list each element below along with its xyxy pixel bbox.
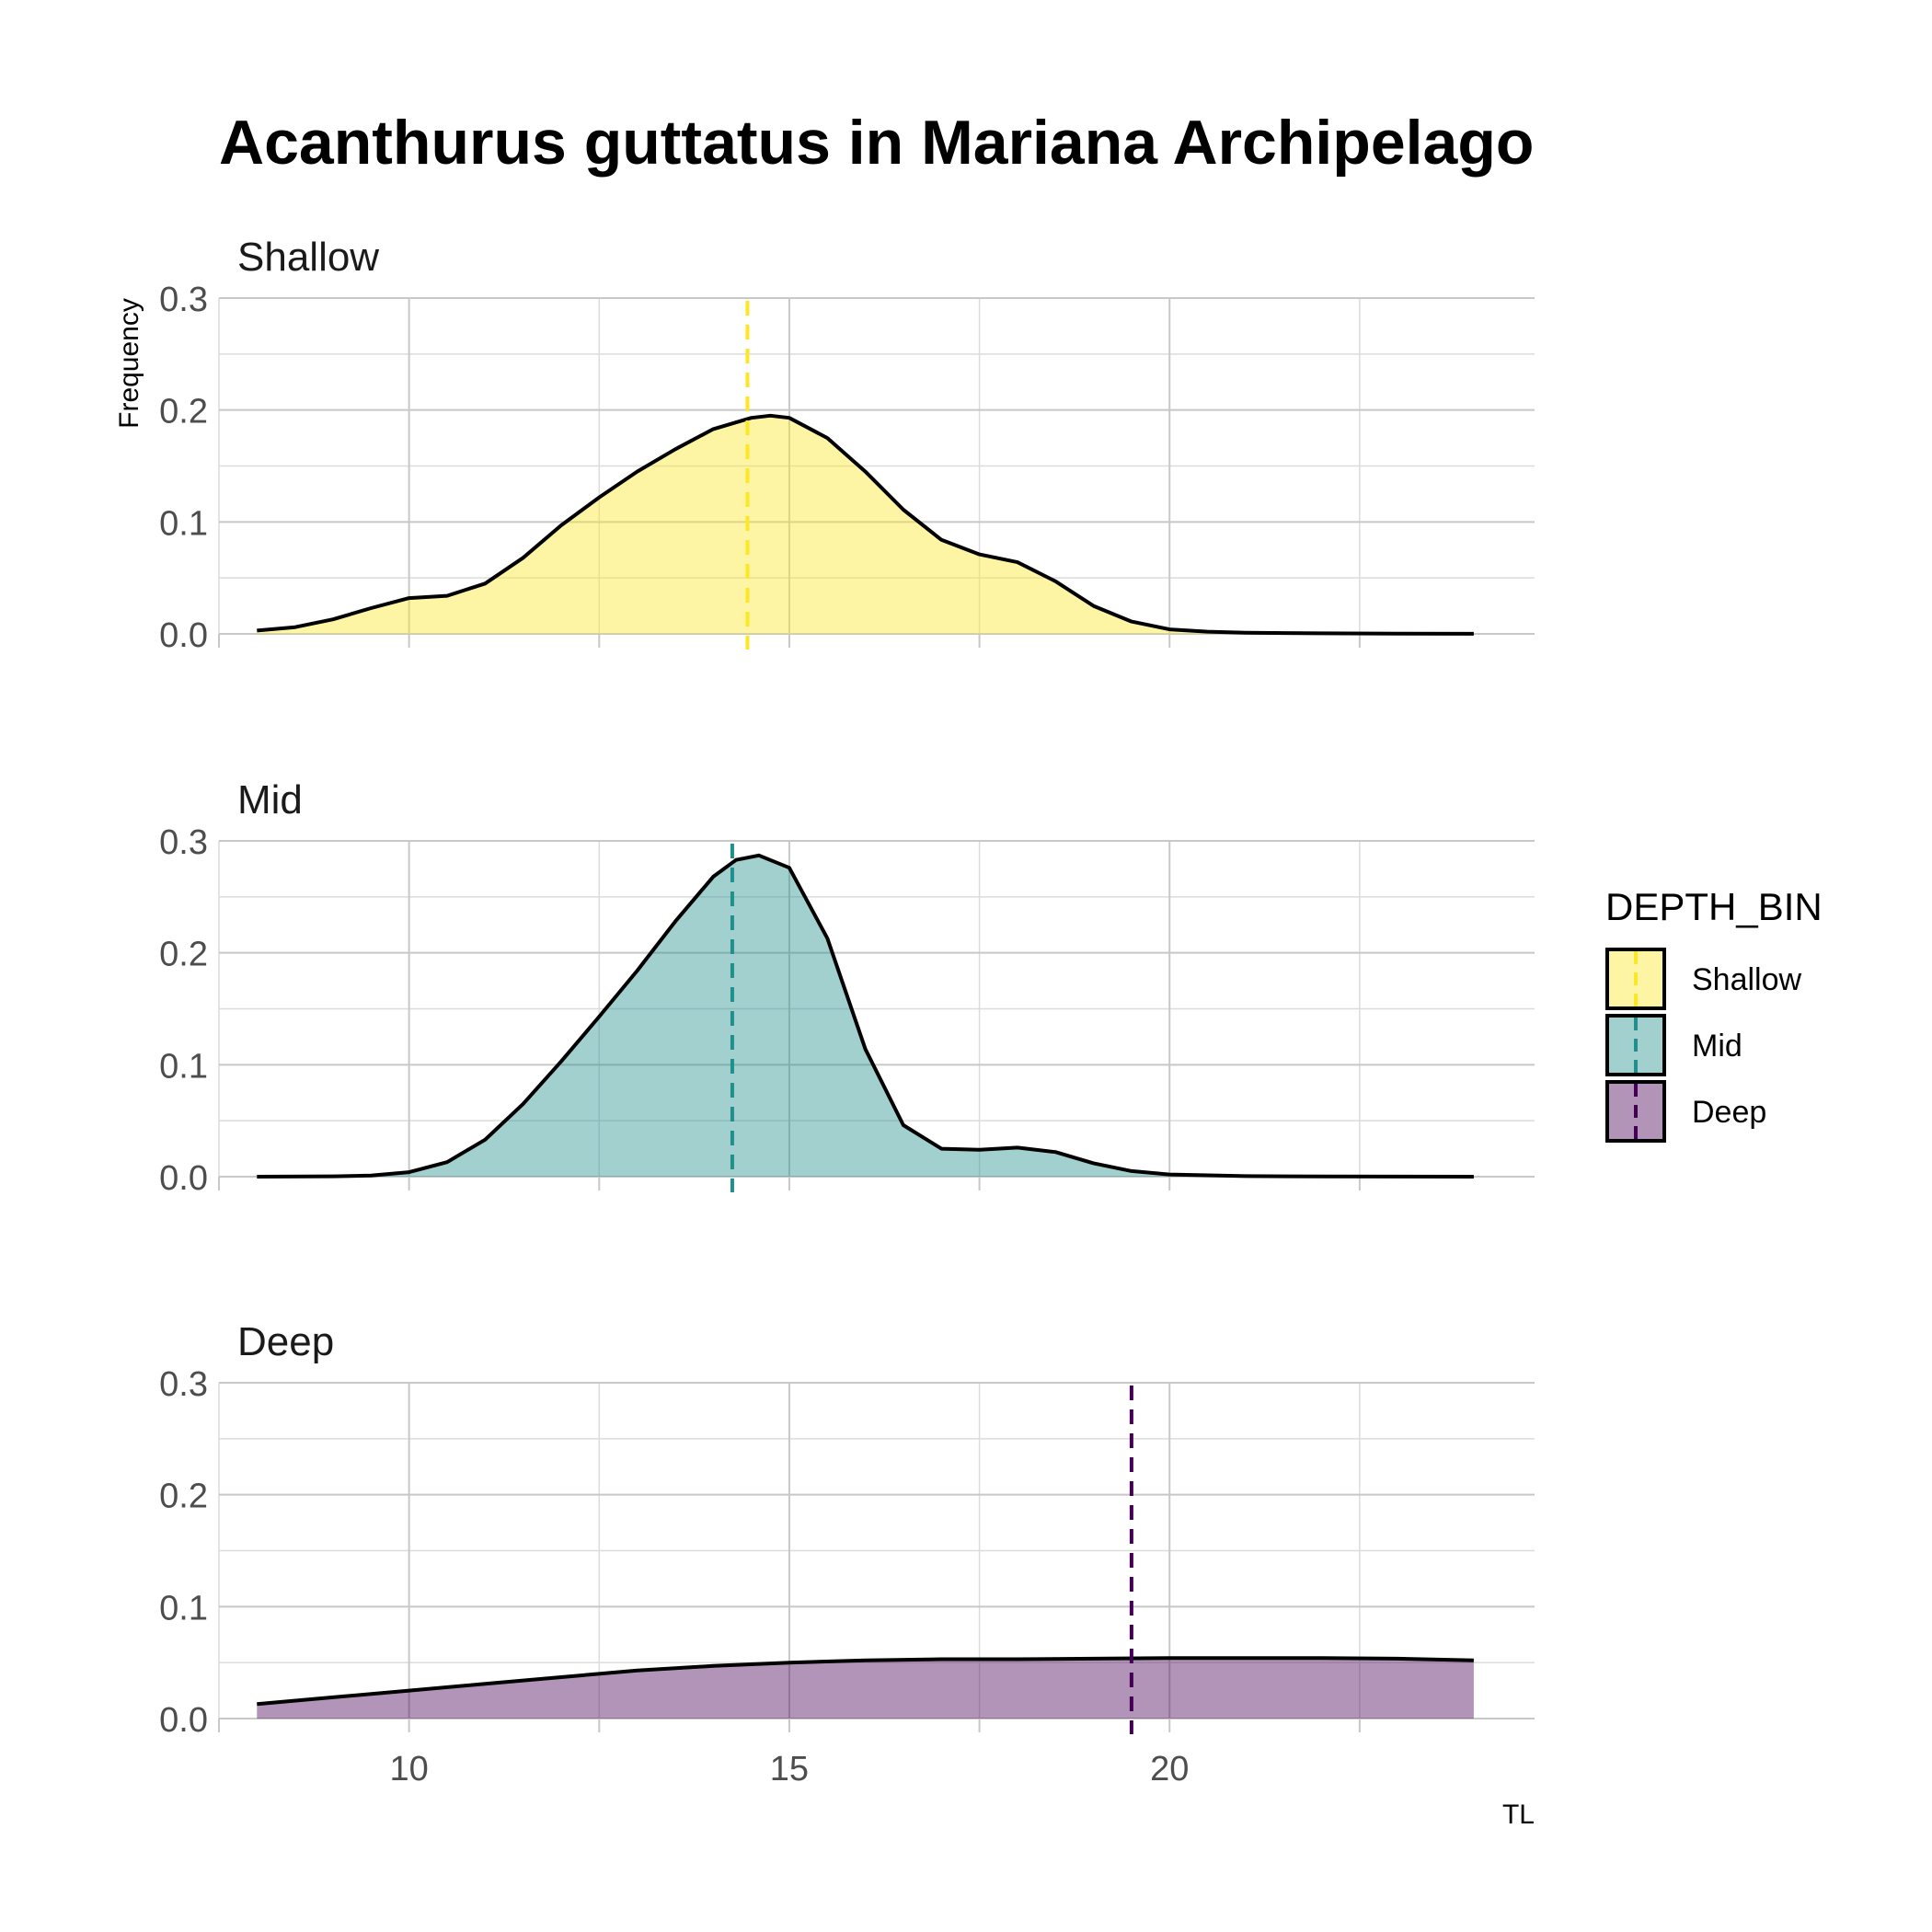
x-tick-label: 20	[1150, 1750, 1189, 1788]
density-line	[257, 853, 1474, 1179]
x-axis-label: TL	[1502, 1800, 1535, 1830]
legend-item-deep: Deep	[1605, 1080, 1766, 1143]
density-line	[257, 413, 1474, 636]
y-axis-label: Frequency	[114, 298, 144, 429]
legend-item-shallow: Shallow	[1605, 948, 1802, 1010]
y-tick-label: 0.3	[159, 281, 208, 319]
y-tick-label: 0.1	[159, 1047, 208, 1086]
y-tick-label: 0.2	[159, 1478, 208, 1516]
legend-label: Shallow	[1692, 962, 1802, 997]
legend-title: DEPTH_BIN	[1605, 885, 1823, 928]
y-tick-label: 0.3	[159, 1365, 208, 1404]
legend-label: Deep	[1692, 1095, 1766, 1130]
y-tick-label: 0.1	[159, 504, 208, 543]
panel-shallow: 0.0 0.1 0.2 0.3 Shallow	[159, 235, 1535, 655]
y-tick-label: 0.0	[159, 1701, 208, 1740]
facet-label: Mid	[237, 777, 303, 822]
legend: DEPTH_BIN Shallow Mid Deep	[1605, 885, 1823, 1143]
y-tick-label: 0.3	[159, 823, 208, 862]
x-tick-label: 10	[390, 1750, 429, 1788]
density-area	[257, 415, 1474, 634]
y-tick-label: 0.2	[159, 936, 208, 974]
y-tick-label: 0.0	[159, 1159, 208, 1198]
facet-label: Deep	[237, 1319, 334, 1364]
legend-item-mid: Mid	[1605, 1014, 1742, 1076]
legend-label: Mid	[1692, 1029, 1742, 1064]
x-tick-label: 15	[770, 1750, 809, 1788]
chart-title: Acanthurus guttatus in Mariana Archipela…	[219, 108, 1534, 178]
facet-label: Shallow	[237, 235, 379, 280]
density-area	[257, 1658, 1474, 1719]
facet-panels: 0.0 0.1 0.2 0.3 Shallow 0.0 0.1 0.2 0.3 Mid 0.0 0.1…	[159, 235, 1535, 1788]
panel-mid: 0.0 0.1 0.2 0.3 Mid	[159, 777, 1535, 1198]
density-area	[257, 855, 1474, 1177]
y-tick-label: 0.0	[159, 616, 208, 655]
y-tick-label: 0.2	[159, 393, 208, 431]
panel-deep: 0.0 0.1 0.2 0.3 Deep 10 15 20	[159, 1319, 1535, 1788]
y-tick-label: 0.1	[159, 1589, 208, 1627]
density-line	[257, 1656, 1474, 1707]
